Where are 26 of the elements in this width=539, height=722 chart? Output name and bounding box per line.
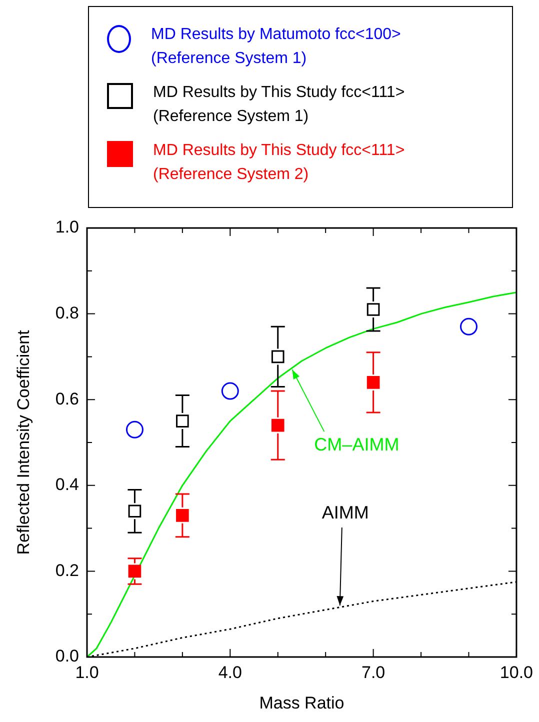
- point: [176, 414, 189, 428]
- x-tick-label: 10.0: [500, 662, 534, 682]
- point: [126, 420, 144, 438]
- point: [128, 504, 142, 518]
- legend-label: MD Results by This Study fcc<111> (Reference System 2): [153, 141, 405, 185]
- y-tick-label: 1.0: [55, 218, 79, 237]
- y-axis-title: Reflected Intensity Coefficient: [14, 330, 33, 555]
- point: [176, 509, 189, 522]
- y-tick-label: 0.8: [55, 303, 79, 322]
- y-tick-label: 0.4: [55, 475, 79, 494]
- point: [271, 350, 284, 364]
- annotation: AIMM: [322, 502, 369, 522]
- point: [271, 418, 284, 432]
- point: [221, 382, 239, 400]
- legend-label: MD Results by Matumoto fcc<100> (Reference System 1): [151, 25, 401, 69]
- point: [460, 318, 478, 336]
- point: [366, 303, 380, 316]
- point: [366, 376, 380, 389]
- y-tick-label: 0.6: [55, 389, 79, 408]
- annotation: CM–AIMM: [314, 434, 400, 455]
- legend-label: MD Results by This Study fcc<111> (Reference System 1): [153, 83, 405, 127]
- x-tick-label: 7.0: [361, 662, 386, 682]
- point: [128, 564, 142, 578]
- y-tick-label: 0.2: [55, 560, 79, 580]
- x-tick-label: 4.0: [218, 662, 242, 682]
- x-axis-title: Mass Ratio: [259, 693, 344, 712]
